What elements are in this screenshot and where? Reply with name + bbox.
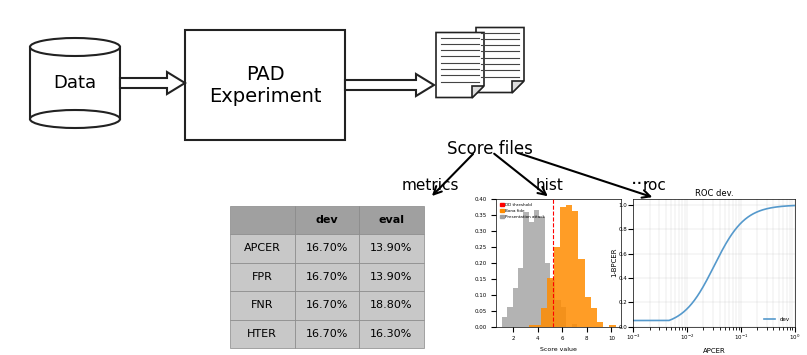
dev [765,206,775,210]
Ellipse shape [30,38,120,56]
Polygon shape [512,81,524,93]
Text: PAD
Experiment: PAD Experiment [209,65,321,105]
Ellipse shape [30,110,120,128]
Text: roc: roc [643,178,667,193]
Bar [566,205,572,327]
X-axis label: APCER: APCER [703,348,725,354]
Bar [550,280,555,327]
Bar [534,209,539,327]
dev [629,318,639,323]
X-axis label: Score value: Score value [541,347,577,352]
Bar [524,212,529,327]
FancyBboxPatch shape [185,30,345,140]
Bar [512,288,518,327]
Polygon shape [472,86,484,98]
Bar [584,297,591,327]
Bar [591,308,597,327]
dev [727,231,737,236]
Bar [502,317,508,327]
Bar [508,307,512,327]
Bar [561,307,567,327]
Bar [555,300,561,327]
Polygon shape [30,47,120,119]
Y-axis label: 1-BPCER: 1-BPCER [611,248,617,278]
dev [790,203,800,208]
Bar [547,278,554,327]
Polygon shape [120,72,185,94]
Bar [539,217,545,327]
Bar [579,260,584,327]
dev [725,235,734,240]
dev [629,318,638,323]
Text: ...: ... [630,169,650,187]
Bar [535,324,541,327]
Polygon shape [476,27,524,93]
Bar [529,222,534,327]
Bar [545,263,550,327]
Bar [571,324,577,327]
Legend: dev: dev [762,315,792,324]
Bar [541,308,547,327]
Text: metrics: metrics [401,178,458,193]
Polygon shape [345,74,434,96]
Bar [597,322,604,327]
dev [724,236,734,241]
Text: Score files: Score files [447,140,533,158]
Bar [518,268,524,327]
Bar [529,324,535,327]
Bar [609,324,616,327]
Legend: DD threshold, Bona fide, Presentation attack: DD threshold, Bona fide, Presentation at… [499,201,547,220]
Bar [554,247,560,327]
Text: Data: Data [53,74,97,92]
Text: hist: hist [536,178,564,193]
Bar [572,211,579,327]
Bar [560,207,566,327]
Title: ROC dev.: ROC dev. [695,189,734,198]
dev [775,204,784,209]
Line: dev: dev [633,206,795,321]
Polygon shape [436,33,484,98]
